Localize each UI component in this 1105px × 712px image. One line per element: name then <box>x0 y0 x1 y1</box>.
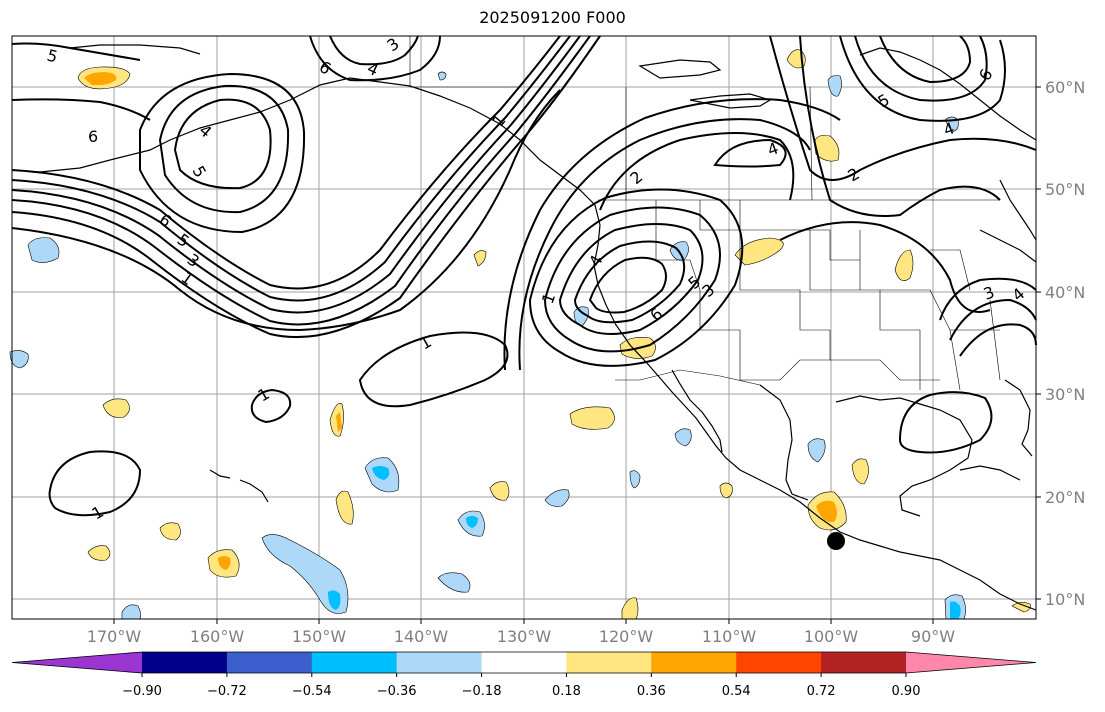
colorbar-tick-label: 0.90 <box>892 684 921 699</box>
lon-label: 170°W <box>87 627 142 646</box>
lat-label: 50°N <box>1045 180 1085 199</box>
tick-marks <box>113 86 1041 624</box>
lon-label: 90°W <box>911 627 955 646</box>
lon-label: 110°W <box>702 627 757 646</box>
point-marker <box>827 532 845 550</box>
colorbar-segment <box>311 652 398 673</box>
map-title: 2025091200 F000 <box>479 8 626 27</box>
lat-label: 60°N <box>1045 78 1085 97</box>
contour-lines <box>11 35 1037 517</box>
colorbar-tick-label: −0.36 <box>377 684 417 699</box>
contour-label: 6 <box>88 127 98 146</box>
colorbar-tick-label: −0.54 <box>292 684 332 699</box>
colorbar-segment <box>736 652 822 673</box>
colorbar-tick-label: 0.18 <box>552 684 581 699</box>
lon-label: 130°W <box>497 627 552 646</box>
colorbar-segment <box>566 652 652 673</box>
state-borders <box>409 36 1001 391</box>
colorbar-tick-label: 0.54 <box>722 684 751 699</box>
colorbar-segment <box>651 652 737 673</box>
lon-label: 150°W <box>292 627 347 646</box>
colorbar-segment <box>142 652 228 673</box>
colorbar <box>11 651 1037 674</box>
colorbar-tick-label: −0.72 <box>207 684 247 699</box>
lon-label: 100°W <box>804 627 859 646</box>
colorbar-segment <box>12 652 142 673</box>
graticule <box>12 36 1036 619</box>
colorbar-tick-label: −0.18 <box>462 684 502 699</box>
colorbar-tick-labels: −0.90 −0.72 −0.54 −0.36 −0.18 0.18 0.36 0.54 0.7… <box>122 673 920 699</box>
colorbar-segment <box>396 652 483 673</box>
colorbar-segment <box>226 652 313 673</box>
colorbar-segment <box>906 652 1036 673</box>
colorbar-tick-label: 0.36 <box>637 684 666 699</box>
shaded-anomalies <box>9 49 1031 620</box>
colorbar-segment <box>481 652 567 673</box>
coastlines <box>11 44 1037 611</box>
lat-label: 10°N <box>1045 590 1085 609</box>
lat-label: 20°N <box>1045 488 1085 507</box>
contour-label: 5 <box>45 46 60 67</box>
lat-label: 30°N <box>1045 385 1085 404</box>
colorbar-tick-label: 0.72 <box>807 684 836 699</box>
colorbar-tick-label: −0.90 <box>122 684 162 699</box>
lon-label: 160°W <box>190 627 245 646</box>
latitude-labels: 60°N 50°N 40°N 30°N 20°N 10°N <box>1045 78 1085 609</box>
longitude-labels: 170°W 160°W 150°W 140°W 130°W 120°W 110°… <box>87 627 955 646</box>
lon-label: 140°W <box>394 627 449 646</box>
colorbar-segment <box>821 652 907 673</box>
lat-label: 40°N <box>1045 283 1085 302</box>
lon-label: 120°W <box>599 627 654 646</box>
